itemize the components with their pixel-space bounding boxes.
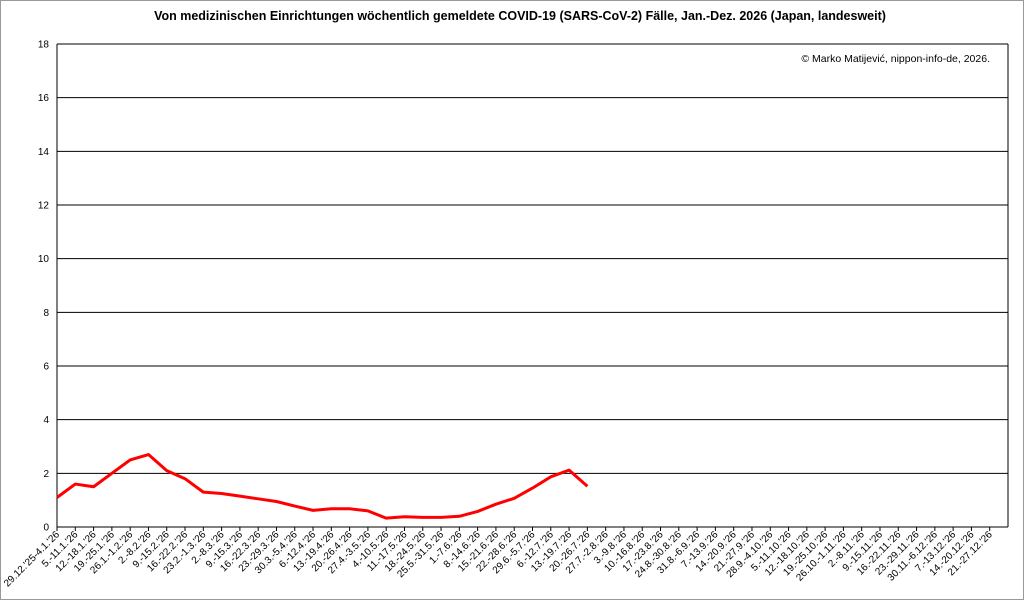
y-tick-label: 0 — [43, 523, 49, 534]
data-line — [56, 453, 589, 520]
y-tick-label: 8 — [43, 308, 49, 319]
annotation: © Marko Matijević, nippon-info-de, 2026. — [801, 53, 990, 65]
y-tick-label: 2 — [43, 469, 49, 480]
y-tick-label: 6 — [43, 362, 49, 373]
y-tick-label: 12 — [38, 201, 50, 212]
y-tick-label: 18 — [38, 40, 50, 51]
chart-title: Von medizinischen Einrichtungen wöchentl… — [154, 9, 886, 23]
y-tick-label: 10 — [38, 254, 50, 265]
y-tick-label: 14 — [38, 147, 50, 158]
y-tick-label: 16 — [38, 93, 50, 104]
y-tick-label: 4 — [43, 415, 49, 426]
